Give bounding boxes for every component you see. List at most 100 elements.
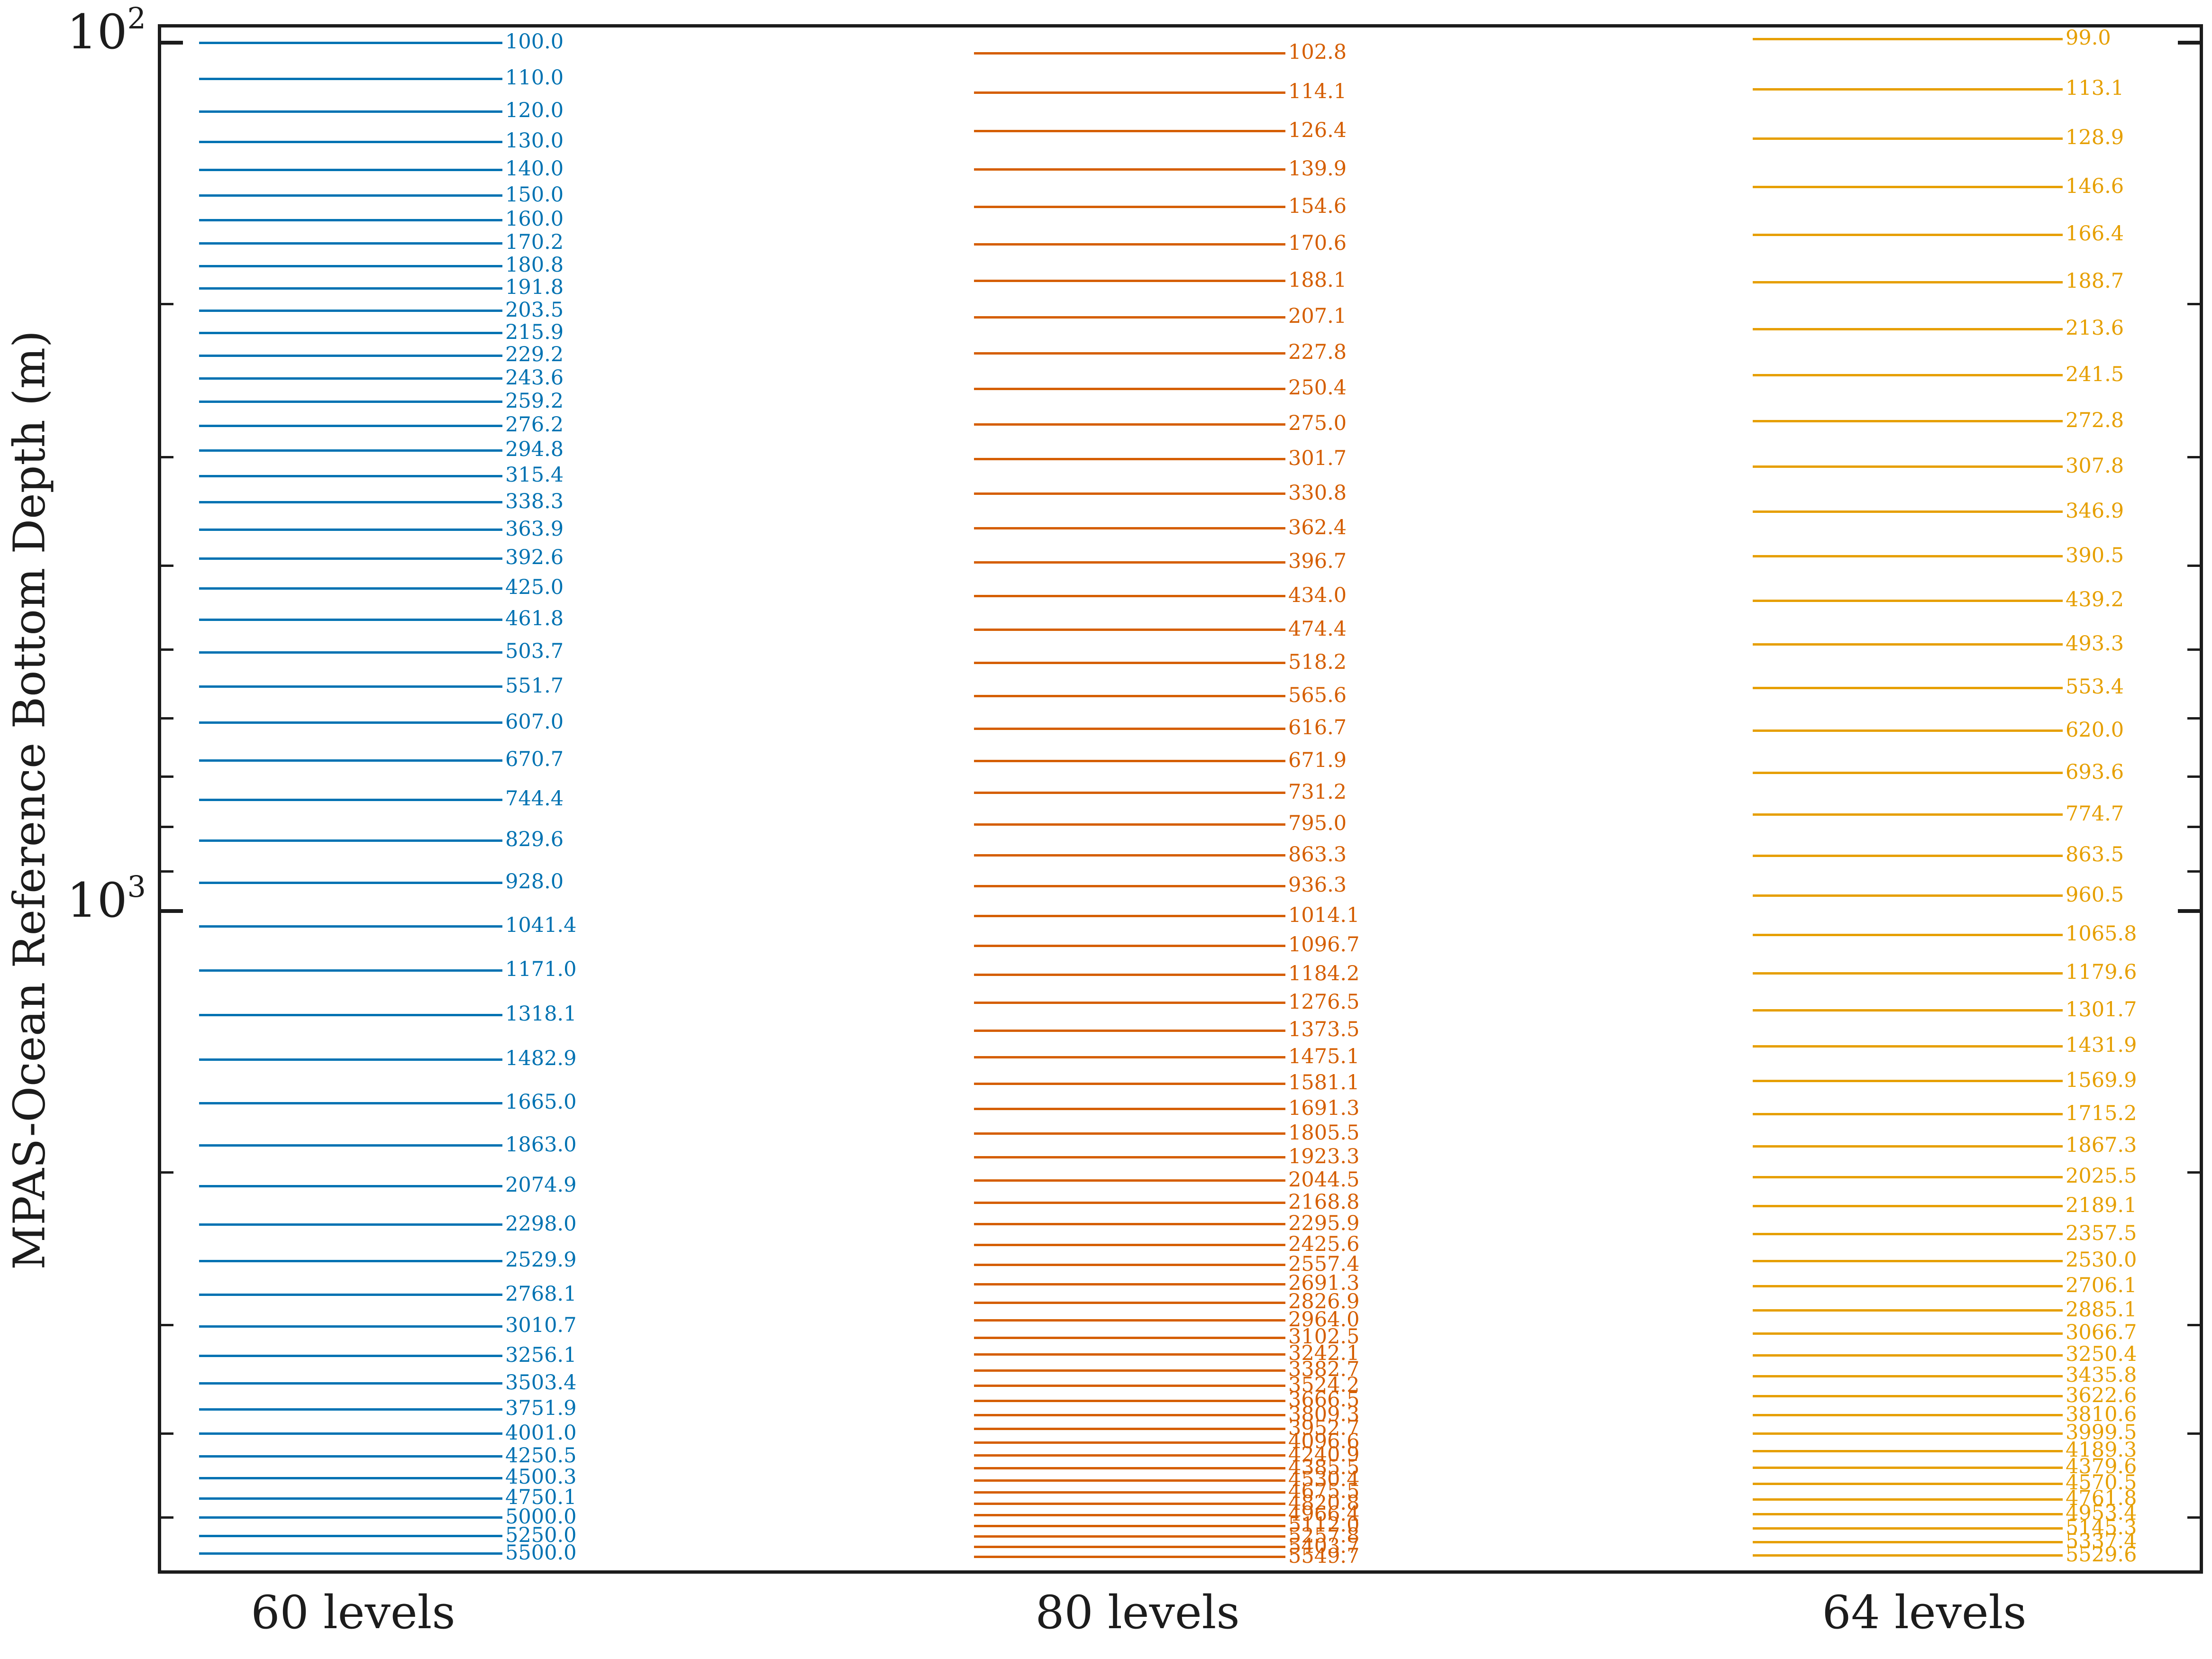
level-label-64-levels: 1715.2 [2066, 1101, 2137, 1125]
y-minor-tick [161, 456, 173, 458]
level-line-60-levels [199, 194, 502, 197]
level-line-64-levels [1753, 1375, 2063, 1377]
level-label-80-levels: 4240.9 [1288, 1442, 1360, 1467]
level-line-64-levels [1753, 1113, 2063, 1116]
level-label-80-levels: 795.0 [1288, 811, 1347, 836]
level-line-64-levels [1753, 137, 2063, 140]
level-label-64-levels: 2189.1 [2066, 1193, 2137, 1217]
level-line-60-levels [199, 41, 502, 44]
level-label-64-levels: 4761.8 [2066, 1486, 2137, 1511]
level-line-64-levels [1753, 510, 2063, 513]
level-label-80-levels: 863.3 [1288, 842, 1347, 866]
level-label-64-levels: 3999.5 [2066, 1421, 2137, 1445]
level-line-64-levels [1753, 1466, 2063, 1469]
level-label-60-levels: 294.8 [505, 438, 564, 462]
level-label-64-levels: 146.6 [2066, 174, 2124, 198]
y-minor-tick [161, 1171, 173, 1174]
level-line-80-levels [974, 944, 1285, 947]
level-line-60-levels [199, 1144, 502, 1147]
level-label-80-levels: 3809.3 [1288, 1402, 1360, 1426]
level-label-60-levels: 4750.1 [505, 1486, 577, 1510]
level-line-60-levels [199, 685, 502, 688]
level-label-60-levels: 215.9 [505, 320, 564, 344]
level-line-60-levels [199, 77, 502, 80]
level-line-60-levels [199, 1432, 502, 1435]
level-line-64-levels [1753, 599, 2063, 602]
level-line-60-levels [199, 1259, 502, 1262]
level-label-64-levels: 3435.8 [2066, 1363, 2137, 1387]
level-label-80-levels: 1014.1 [1288, 903, 1360, 927]
y-tick-base: 10 [67, 872, 127, 928]
level-line-64-levels [1753, 88, 2063, 91]
level-line-80-levels [974, 662, 1285, 665]
level-line-80-levels [974, 1319, 1285, 1322]
level-line-64-levels [1753, 1080, 2063, 1082]
level-line-64-levels [1753, 772, 2063, 775]
level-label-60-levels: 160.0 [505, 207, 564, 231]
level-line-64-levels [1753, 233, 2063, 236]
level-line-80-levels [974, 792, 1285, 794]
level-line-64-levels [1753, 1414, 2063, 1417]
level-line-80-levels [974, 973, 1285, 976]
level-line-60-levels [199, 557, 502, 560]
level-line-60-levels [199, 1497, 502, 1500]
level-label-60-levels: 5250.0 [505, 1523, 577, 1547]
y-minor-tick [2187, 648, 2200, 651]
level-line-64-levels [1753, 813, 2063, 816]
level-line-64-levels [1753, 1045, 2063, 1048]
level-label-60-levels: 170.2 [505, 230, 564, 255]
y-minor-tick [2187, 1516, 2200, 1519]
y-minor-tick [2187, 825, 2200, 828]
x-category-label-64-levels: 64 levels [1822, 1586, 2027, 1639]
level-label-60-levels: 4001.0 [505, 1421, 577, 1445]
level-label-80-levels: 330.8 [1288, 481, 1347, 505]
level-line-80-levels [974, 727, 1285, 730]
level-label-80-levels: 2295.9 [1288, 1211, 1360, 1235]
level-line-80-levels [974, 423, 1285, 426]
level-label-64-levels: 1867.3 [2066, 1133, 2137, 1158]
level-label-64-levels: 241.5 [2066, 362, 2124, 386]
level-line-80-levels [974, 1202, 1285, 1204]
level-label-80-levels: 4530.4 [1288, 1468, 1360, 1492]
level-line-64-levels [1753, 1009, 2063, 1012]
level-label-80-levels: 207.1 [1288, 304, 1347, 328]
plot-area [158, 24, 2203, 1574]
level-label-64-levels: 4379.6 [2066, 1455, 2137, 1479]
level-line-64-levels [1753, 1432, 2063, 1435]
level-label-80-levels: 3666.5 [1288, 1388, 1360, 1412]
level-label-80-levels: 4966.4 [1288, 1502, 1360, 1526]
level-line-64-levels [1753, 933, 2063, 936]
level-label-80-levels: 1184.2 [1288, 962, 1360, 986]
level-label-80-levels: 126.4 [1288, 118, 1347, 142]
level-label-64-levels: 307.8 [2066, 454, 2124, 478]
level-line-60-levels [199, 1013, 502, 1016]
level-label-80-levels: 3242.1 [1288, 1341, 1360, 1366]
level-label-60-levels: 5500.0 [505, 1540, 577, 1565]
level-line-80-levels [974, 1513, 1285, 1516]
level-label-80-levels: 2168.8 [1288, 1190, 1360, 1214]
level-line-60-levels [199, 1294, 502, 1296]
level-label-64-levels: 346.9 [2066, 499, 2124, 523]
level-line-60-levels [199, 140, 502, 143]
level-line-60-levels [199, 501, 502, 504]
level-label-60-levels: 607.0 [505, 710, 564, 734]
level-line-60-levels [199, 839, 502, 842]
level-line-64-levels [1753, 281, 2063, 283]
y-minor-tick [2187, 775, 2200, 778]
level-label-80-levels: 1475.1 [1288, 1044, 1360, 1068]
level-label-80-levels: 1805.5 [1288, 1121, 1360, 1145]
level-label-64-levels: 2357.5 [2066, 1221, 2137, 1245]
level-label-60-levels: 3256.1 [505, 1343, 577, 1367]
level-label-60-levels: 744.4 [505, 787, 564, 811]
level-line-64-levels [1753, 1285, 2063, 1288]
level-label-64-levels: 113.1 [2066, 76, 2124, 100]
level-line-60-levels [199, 264, 502, 267]
y-minor-tick [2187, 1324, 2200, 1327]
y-tick-label: 103 [0, 869, 146, 930]
level-label-60-levels: 150.0 [505, 182, 564, 207]
level-label-64-levels: 1179.6 [2066, 960, 2137, 984]
level-line-64-levels [1753, 1233, 2063, 1236]
level-label-64-levels: 128.9 [2066, 126, 2124, 150]
level-label-80-levels: 518.2 [1288, 650, 1347, 674]
level-line-80-levels [974, 206, 1285, 209]
